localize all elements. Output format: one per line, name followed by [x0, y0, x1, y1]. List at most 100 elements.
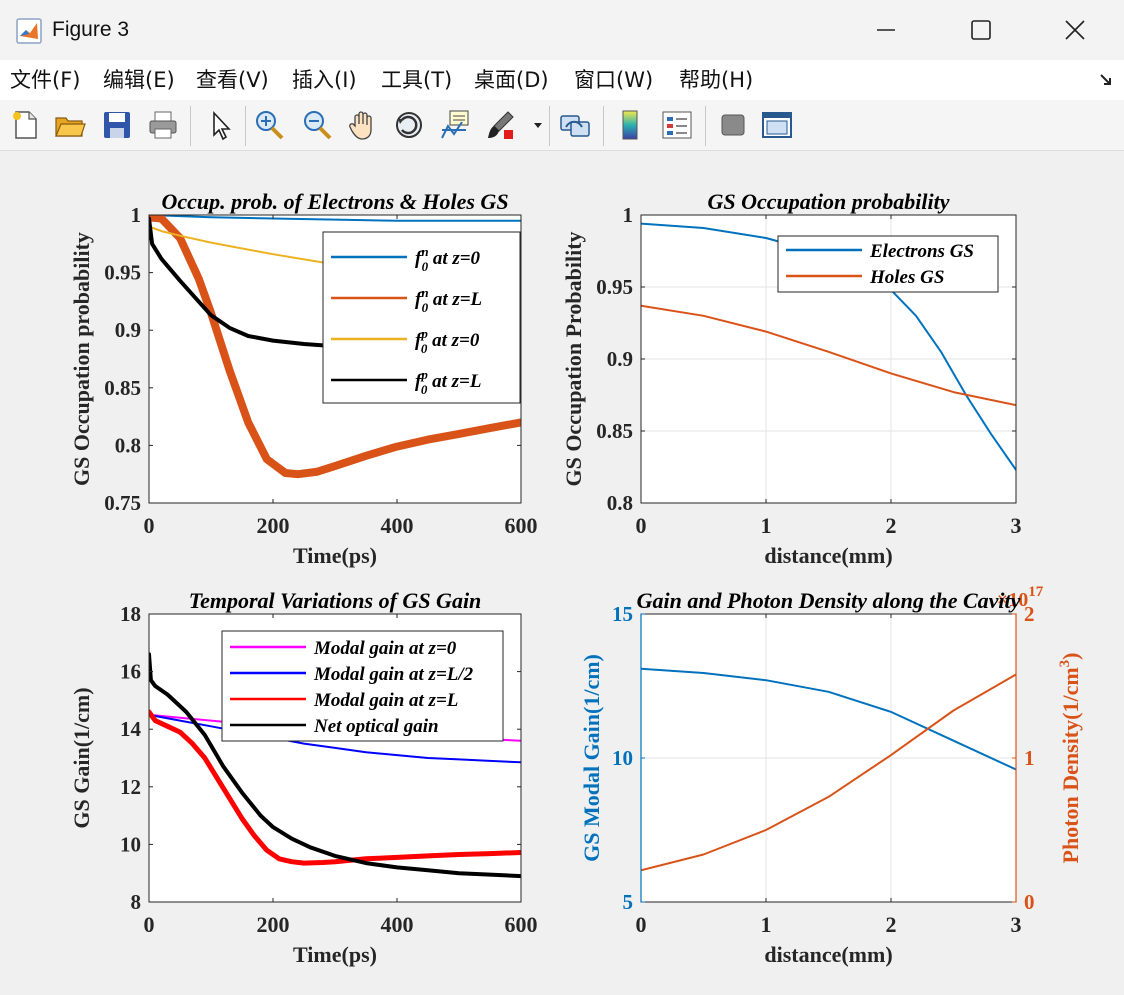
dock-arrow-icon[interactable] — [1098, 72, 1114, 88]
print-icon[interactable] — [146, 108, 180, 142]
minimize-button[interactable] — [846, 8, 926, 52]
y-tick-label: 14 — [120, 717, 142, 741]
series-line-4 — [149, 216, 521, 370]
menu-view[interactable]: 查看(V) — [196, 68, 269, 92]
subplot-1: 0 200 400 600 0.75 0.8 0.85 0.9 0.95 1 Occup. prob… — [69, 189, 538, 568]
y-right-tick-label: 0 — [1024, 890, 1035, 914]
legend-label: fn 0 at z=0 — [415, 244, 481, 274]
menu-help[interactable]: 帮助(H) — [679, 68, 754, 92]
maximize-icon — [971, 20, 991, 40]
x-tick-label: 600 — [505, 513, 538, 538]
y-tick-label: 0.9 — [607, 347, 633, 371]
y-right-tick-label: 1 — [1024, 746, 1035, 770]
y-tick-label: 0.8 — [115, 433, 141, 457]
menu-edit[interactable]: 编辑(E) — [103, 68, 175, 92]
save-icon[interactable] — [100, 108, 134, 142]
show-plot-tools-icon[interactable] — [760, 108, 794, 142]
y-tick-label: 10 — [120, 832, 141, 856]
legend[interactable]: Electrons GS Holes GS — [777, 235, 999, 293]
close-button[interactable] — [1035, 8, 1115, 52]
x-tick-label: 400 — [381, 912, 414, 937]
brush-icon[interactable] — [484, 108, 518, 142]
zoom-out-icon[interactable] — [300, 108, 334, 142]
zoom-in-icon[interactable] — [252, 108, 286, 142]
series-line-2 — [641, 304, 1016, 407]
chart-title: Occup. prob. of Electrons & Holes GS — [161, 189, 508, 214]
axes-box — [148, 613, 522, 903]
menu-file[interactable]: 文件(F) — [10, 68, 81, 92]
legend-label: Modal gain at z=0 — [313, 638, 457, 659]
menu-insert[interactable]: 插入(I) — [292, 68, 357, 92]
hide-plot-tools-icon[interactable] — [716, 108, 750, 142]
series-line-2 — [149, 713, 521, 764]
toolbar-separator — [705, 106, 706, 146]
legend[interactable]: Modal gain at z=0 Modal gain at z=L/2 Moda… — [221, 630, 504, 742]
toolbar-separator — [190, 106, 191, 146]
x-tick-label: 200 — [257, 513, 290, 538]
series-line-3 — [149, 225, 521, 290]
y-right-tick-label: 2 — [1024, 602, 1035, 626]
axes-box — [640, 214, 1017, 504]
pan-icon[interactable] — [346, 108, 380, 142]
axes-background — [149, 215, 521, 503]
legend-box — [221, 630, 504, 742]
menu-bar — [0, 60, 1124, 100]
axes-box — [640, 613, 1017, 903]
legend-label: Modal gain at z=L/2 — [313, 664, 474, 685]
x-axis-label: distance(mm) — [764, 543, 892, 568]
menu-window[interactable]: 窗口(W) — [574, 68, 654, 92]
link-plot-icon[interactable] — [558, 108, 592, 142]
legend-icon[interactable] — [660, 108, 694, 142]
y-axis-label: GS Gain(1/cm) — [69, 687, 94, 828]
x-tick-label: 0 — [636, 912, 647, 937]
chart-title: Temporal Variations of GS Gain — [189, 588, 482, 613]
series-line-1 — [149, 713, 521, 742]
brush-dropdown-icon[interactable] — [532, 120, 544, 130]
subplot-2: 0 1 2 3 0.8 0.85 0.9 0.95 1 GS Occupation probabi… — [561, 189, 1022, 568]
x-axis-label: Time(ps) — [293, 942, 377, 967]
series-line-3 — [149, 709, 521, 866]
axes-background — [641, 215, 1016, 503]
y-tick-label: 8 — [131, 890, 142, 914]
subplot-3: 0 200 400 600 8 10 12 14 16 18 Temporal Variations… — [69, 588, 538, 967]
chart-title: Gain and Photon Density along the Cavity — [637, 588, 1021, 613]
axes-background — [641, 614, 1016, 902]
y-right-axis-label: Photon Density(1/cm3) — [1057, 653, 1083, 864]
legend-box — [777, 235, 999, 293]
colorbar-icon[interactable] — [614, 108, 648, 142]
y-tick-label: 1 — [131, 203, 142, 227]
y-tick-label: 0.8 — [607, 491, 633, 515]
y-tick-label: 0.95 — [596, 275, 633, 299]
exponent-label: ×1017 — [997, 584, 1044, 611]
y-tick-label: 16 — [120, 660, 141, 684]
x-tick-label: 2 — [886, 912, 897, 937]
legend-label: Modal gain at z=L — [313, 690, 458, 711]
menu-tools[interactable]: 工具(T) — [381, 68, 453, 92]
toolbar-separator — [603, 106, 604, 146]
pointer-icon[interactable] — [204, 108, 238, 142]
series-line-1 — [641, 667, 1016, 771]
series-line-1 — [641, 222, 1016, 471]
legend-label: fp 0 at z=L — [415, 367, 481, 397]
menu-desktop[interactable]: 桌面(D) — [474, 68, 549, 92]
legend[interactable]: fn 0 at z=0 fn 0 at z=L fp 0 at z=0 fp 0 at z=L — [322, 231, 521, 404]
y-axis-label: GS Occupation Probability — [561, 231, 586, 486]
title-bar: Figure 3 — [0, 0, 1124, 60]
rotate-3d-icon[interactable] — [392, 108, 426, 142]
y-tick-label: 15 — [612, 602, 633, 626]
toolbar-separator — [245, 106, 246, 146]
maximize-button[interactable] — [941, 8, 1021, 52]
y-axis-label: GS Modal Gain(1/cm) — [579, 654, 604, 862]
chart-title: GS Occupation probability — [707, 189, 949, 214]
axes-background — [149, 614, 521, 902]
new-figure-icon[interactable] — [8, 108, 42, 142]
matlab-icon — [16, 18, 42, 44]
open-file-icon[interactable] — [53, 108, 87, 142]
x-tick-label: 3 — [1011, 912, 1022, 937]
data-cursor-icon[interactable] — [438, 108, 472, 142]
y-tick-label: 1 — [623, 203, 634, 227]
x-tick-label: 1 — [761, 513, 772, 538]
y-tick-label: 0.75 — [104, 491, 141, 515]
y-tick-label: 12 — [120, 775, 141, 799]
